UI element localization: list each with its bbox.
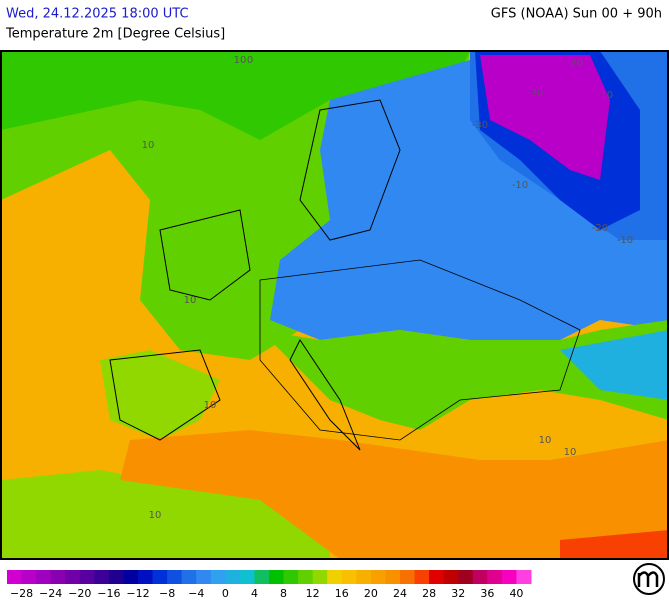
legend-swatch [152, 570, 168, 584]
legend-swatch [108, 570, 124, 584]
contour-label: -20 [592, 223, 608, 234]
legend-label: 20 [364, 587, 378, 600]
legend-swatch [196, 570, 212, 584]
contour-label: 10 [142, 140, 155, 151]
legend-label: 40 [509, 587, 523, 600]
legend-swatch [501, 570, 517, 584]
legend-label: −28 [10, 587, 33, 600]
legend-swatch [298, 570, 314, 584]
legend-swatch [36, 570, 52, 584]
legend-label: 36 [480, 587, 494, 600]
contour-label: -30 [472, 120, 488, 131]
legend-swatch [487, 570, 503, 584]
legend-swatch [65, 570, 81, 584]
contour-label: 10 [204, 400, 217, 411]
contour-label: 0 [247, 55, 253, 66]
legend-swatch [283, 570, 299, 584]
legend-swatch [356, 570, 372, 584]
legend-swatch [414, 570, 430, 584]
legend-label: 4 [251, 587, 258, 600]
model-run: GFS (NOAA) Sun 00 + 90h [491, 7, 662, 22]
legend: −28 −24 −20 −16 −12 −8 −4 0 4 8 12 16 20 24 28 32 36 40 [7, 570, 532, 600]
legend-label: 0 [222, 587, 229, 600]
legend-swatch [443, 570, 459, 584]
legend-swatch [123, 570, 139, 584]
contour-label: 10 [539, 435, 552, 446]
legend-label: 24 [393, 587, 407, 600]
logo [633, 563, 665, 595]
legend-swatch [7, 570, 23, 584]
legend-label: −16 [97, 587, 120, 600]
legend-swatch [385, 570, 401, 584]
map: 10 10 10 10 10 10 10 -10 -10 -10 -20 -20 -30 -30 0 [0, 50, 669, 560]
legend-label: 28 [422, 587, 436, 600]
legend-swatch [400, 570, 416, 584]
legend-swatch [94, 570, 110, 584]
legend-swatch [312, 570, 328, 584]
legend-swatch [79, 570, 95, 584]
legend-swatch [429, 570, 445, 584]
legend-swatch [327, 570, 343, 584]
legend-label: −4 [188, 587, 204, 600]
contour-label: 10 [184, 295, 197, 306]
legend-label: 16 [335, 587, 349, 600]
valid-time: Wed, 24.12.2025 18:00 UTC [6, 7, 189, 22]
contour-label: -20 [567, 58, 583, 69]
legend-label: 32 [451, 587, 465, 600]
contour-label: 10 [149, 510, 162, 521]
contour-label: -30 [527, 88, 543, 99]
legend-swatch [239, 570, 255, 584]
legend-label: −20 [68, 587, 91, 600]
legend-swatch [472, 570, 488, 584]
contour-label: -10 [597, 90, 613, 101]
legend-swatch [210, 570, 226, 584]
contour-label: -10 [512, 180, 528, 191]
legend-swatch [516, 570, 532, 584]
legend-swatch [458, 570, 474, 584]
legend-label: 12 [306, 587, 320, 600]
map-frame [0, 50, 669, 560]
legend-label: −12 [126, 587, 149, 600]
legend-swatch [21, 570, 37, 584]
legend-swatch [50, 570, 66, 584]
contour-label: -10 [617, 235, 633, 246]
legend-label: 8 [280, 587, 287, 600]
legend-swatch [225, 570, 241, 584]
legend-swatch [167, 570, 183, 584]
legend-swatch [341, 570, 357, 584]
contour-label: 10 [234, 55, 247, 66]
legend-swatch [138, 570, 154, 584]
legend-swatch [254, 570, 270, 584]
legend-swatch [269, 570, 285, 584]
legend-label: −8 [159, 587, 175, 600]
contour-label: 10 [564, 447, 577, 458]
legend-label: −24 [39, 587, 62, 600]
legend-swatch [181, 570, 197, 584]
parameter-title: Temperature 2m [Degree Celsius] [5, 27, 225, 42]
legend-swatch [370, 570, 386, 584]
